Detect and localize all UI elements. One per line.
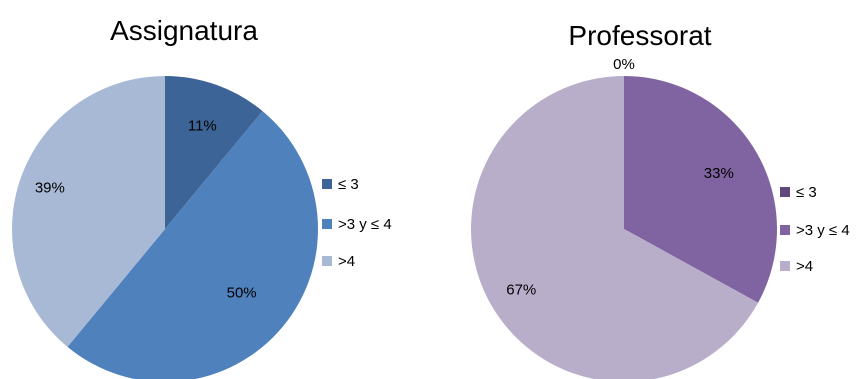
data-label-3-y-4: 33%	[704, 165, 734, 182]
data-label-4: 67%	[506, 282, 536, 299]
pie-slice-3-y-4	[67, 111, 318, 379]
pie-slices	[471, 76, 777, 379]
legend-label-3-y-4: >3 y ≤ 4	[338, 216, 392, 233]
data-label-3: 11%	[188, 117, 217, 134]
chart-title: Assignatura	[110, 15, 258, 46]
legend-label-3: ≤ 3	[338, 176, 359, 193]
data-label-3-y-4: 50%	[227, 284, 257, 301]
pie-chart-assignatura: Assignatura 11% 50% 39% ≤ 3 >3 y ≤ 4 >4	[12, 15, 392, 379]
pie-slice-4	[12, 76, 166, 347]
legend-swatch-3	[322, 179, 332, 189]
legend-swatch-3-y-4	[780, 225, 790, 235]
legend: ≤ 3 >3 y ≤ 4 >4	[780, 184, 850, 275]
legend-label-3-y-4: >3 y ≤ 4	[796, 222, 850, 239]
legend-label-4: >4	[338, 253, 355, 270]
legend-swatch-3	[780, 187, 790, 197]
data-label-3: 0%	[613, 56, 635, 73]
pie-slice-4	[471, 76, 759, 379]
legend-swatch-4	[780, 261, 790, 271]
legend-label-4: >4	[796, 258, 813, 275]
chart-title: Professorat	[568, 20, 711, 51]
legend-swatch-4	[322, 256, 332, 266]
legend-swatch-3-y-4	[322, 219, 332, 229]
pie-slice-3-y-4	[624, 76, 777, 303]
pie-slice-3	[165, 76, 263, 229]
pie-chart-professorat: Professorat 0% 33% 67% ≤ 3 >3 y ≤ 4 >4	[471, 20, 850, 379]
legend-label-3: ≤ 3	[796, 184, 817, 201]
data-label-4: 39%	[35, 180, 65, 197]
data-labels: 11% 50% 39%	[35, 117, 257, 301]
legend: ≤ 3 >3 y ≤ 4 >4	[322, 176, 392, 270]
data-labels: 0% 33% 67%	[506, 56, 734, 299]
pie-slices	[12, 76, 318, 379]
